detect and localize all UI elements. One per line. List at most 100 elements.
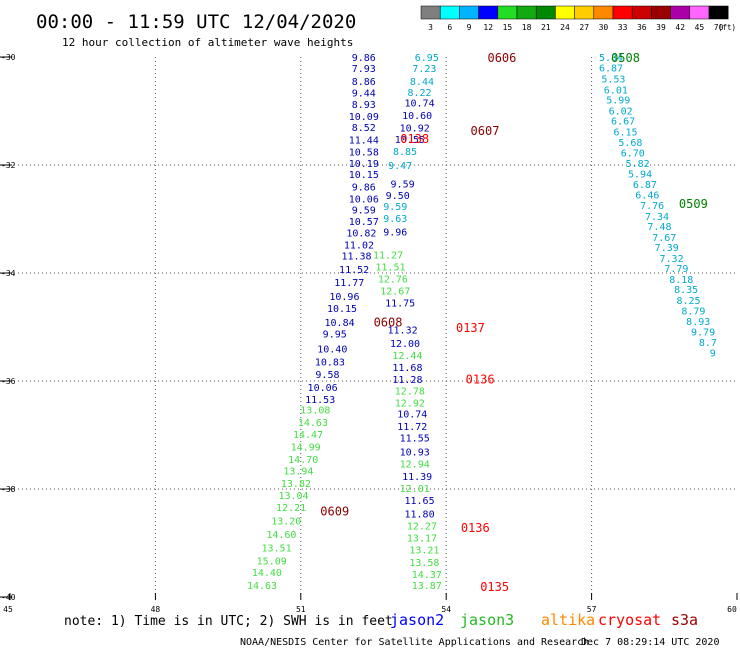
wave-height-value: 10.06 bbox=[349, 194, 379, 205]
wave-height-value: 10.92 bbox=[400, 124, 430, 135]
track-time-label: 0606 bbox=[487, 51, 516, 65]
colorbar-legend: 3 6 9 12 15 18 21 24 27 30 33 36 39 42 45 70 bbox=[420, 5, 729, 32]
colorbar-label: 36 bbox=[637, 23, 647, 32]
colorbar-label: 70 bbox=[714, 23, 724, 32]
footer-note: note: 1) Time is in UTC; 2) SWH is in fe… bbox=[64, 614, 393, 629]
wave-height-value: 9.95 bbox=[323, 329, 347, 340]
wave-height-value: 6.02 bbox=[609, 106, 633, 117]
colorbar-label: 12 bbox=[483, 23, 493, 32]
wave-height-value: 13.17 bbox=[407, 534, 437, 545]
page-title: 00:00 - 11:59 UTC 12/04/2020 bbox=[36, 11, 356, 33]
wave-height-value: 13.82 bbox=[281, 479, 311, 490]
wave-height-value: 11.51 bbox=[375, 263, 405, 274]
wave-height-value: 11.80 bbox=[404, 509, 434, 520]
wave-height-value: 13.08 bbox=[300, 406, 330, 417]
wave-height-value: 12.92 bbox=[395, 399, 425, 410]
wave-height-value: 8.86 bbox=[352, 77, 376, 88]
colorbar-label: 15 bbox=[503, 23, 513, 32]
wave-height-value: 13.94 bbox=[283, 467, 313, 478]
wave-height-value: 8.93 bbox=[686, 317, 710, 328]
wave-height-value: 11.75 bbox=[385, 299, 415, 310]
longitude-tick-labels: 45 48 51 54 57 60 bbox=[3, 593, 738, 614]
wave-height-value: 13.21 bbox=[409, 545, 439, 556]
wave-height-value: 10.40 bbox=[317, 345, 347, 356]
colorbar-label: 39 bbox=[656, 23, 666, 32]
colorbar-unit: (ft) bbox=[718, 23, 736, 32]
colorbar-label: 30 bbox=[599, 23, 609, 32]
wave-height-value: 11.39 bbox=[402, 472, 432, 483]
wave-height-value: 10.93 bbox=[400, 448, 430, 459]
page-subtitle: 12 hour collection of altimeter wave hei… bbox=[62, 36, 353, 49]
lat-tick-label: -40 bbox=[1, 593, 16, 602]
wave-height-value: 7.67 bbox=[652, 233, 676, 244]
lon-tick-label: 45 bbox=[3, 605, 13, 614]
wave-height-value: 10.57 bbox=[349, 217, 379, 228]
wave-height-value: 5.99 bbox=[606, 96, 630, 107]
lat-tick-label: -36 bbox=[1, 377, 16, 386]
track-time-label: 0138 bbox=[400, 132, 429, 146]
colorbar-swatch bbox=[535, 5, 556, 20]
wave-height-value: 6.70 bbox=[621, 149, 645, 160]
wave-height-value: 13.04 bbox=[278, 491, 308, 502]
wave-height-value: 12.27 bbox=[407, 522, 437, 533]
satellite-legend-item: jason2 bbox=[390, 611, 444, 629]
wave-height-value: 11.38 bbox=[341, 252, 371, 263]
track-time-labels: 0606 0607 0138 0608 0137 0136 0609 0136 0135 0508… bbox=[320, 51, 708, 594]
wave-height-value: 11.28 bbox=[392, 375, 422, 386]
wave-height-value: 8.85 bbox=[393, 147, 417, 158]
wave-height-value: 10.74 bbox=[404, 98, 434, 109]
wave-height-value: 9.86 bbox=[352, 53, 376, 64]
wave-height-value: 6.15 bbox=[613, 128, 637, 139]
lon-tick-label: 51 bbox=[296, 605, 306, 614]
wave-height-value: 12.78 bbox=[395, 387, 425, 398]
colorbar-swatch bbox=[708, 5, 729, 20]
wave-height-value: 11.55 bbox=[400, 434, 430, 445]
wave-height-value: 9.47 bbox=[388, 161, 412, 172]
latitude-tick-labels: -30 -32 -34 -36 -38 -40 bbox=[0, 53, 16, 602]
wave-height-value: 5.68 bbox=[618, 138, 642, 149]
wave-height-value: 10.84 bbox=[325, 318, 355, 329]
colorbar-swatch bbox=[420, 5, 441, 20]
colorbar-swatch bbox=[689, 5, 710, 20]
lat-tick-label: -32 bbox=[1, 161, 16, 170]
colorbar-swatch bbox=[497, 5, 518, 20]
wave-height-value: 12.44 bbox=[392, 351, 422, 362]
wave-height-value: 11.53 bbox=[305, 395, 335, 406]
satellite-legend-item: s3a bbox=[671, 611, 698, 629]
wave-height-value: 15.09 bbox=[257, 556, 287, 567]
lon-tick-label: 60 bbox=[727, 605, 737, 614]
wave-height-value: 7.48 bbox=[647, 222, 671, 233]
lat-tick-label: -38 bbox=[1, 485, 16, 494]
wave-height-value: 7.23 bbox=[412, 64, 436, 75]
colorbar-swatch bbox=[459, 5, 479, 20]
wave-height-value: 11.72 bbox=[397, 422, 427, 433]
wave-height-value: 12.76 bbox=[378, 274, 408, 285]
wave-height-value: 12.21 bbox=[276, 503, 306, 514]
wave-height-value: 10.60 bbox=[402, 111, 432, 122]
colorbar-label: 45 bbox=[695, 23, 705, 32]
wave-height-value: 10.58 bbox=[349, 148, 379, 159]
colorbar-swatch bbox=[478, 5, 499, 20]
wave-height-value: 9 bbox=[710, 348, 716, 359]
wave-height-value: 9.59 bbox=[391, 179, 415, 190]
wave-height-value: 9.63 bbox=[383, 214, 407, 225]
wave-height-value: 10.55 bbox=[395, 135, 425, 146]
wave-height-value: 10.96 bbox=[329, 292, 359, 303]
wave-height-value: 11.02 bbox=[344, 240, 374, 251]
wave-height-value: 6.01 bbox=[604, 85, 628, 96]
wave-height-value: 14.60 bbox=[266, 530, 296, 541]
wave-height-value: 8.7 bbox=[699, 338, 717, 349]
track-time-label: 0135 bbox=[480, 580, 509, 594]
colorbar-swatch bbox=[593, 5, 614, 20]
colorbar-swatch bbox=[631, 5, 652, 20]
wave-height-value: 11.52 bbox=[339, 265, 369, 276]
colorbar-swatch bbox=[574, 5, 595, 20]
wave-height-value: 9.59 bbox=[383, 202, 407, 213]
wave-height-value: 10.06 bbox=[308, 383, 338, 394]
wave-height-value: 11.32 bbox=[388, 326, 418, 337]
wave-height-value: 13.20 bbox=[271, 516, 301, 527]
colorbar-swatch bbox=[670, 5, 691, 20]
wave-height-value: 12.01 bbox=[400, 484, 430, 495]
wave-height-value: 10.19 bbox=[349, 159, 379, 170]
